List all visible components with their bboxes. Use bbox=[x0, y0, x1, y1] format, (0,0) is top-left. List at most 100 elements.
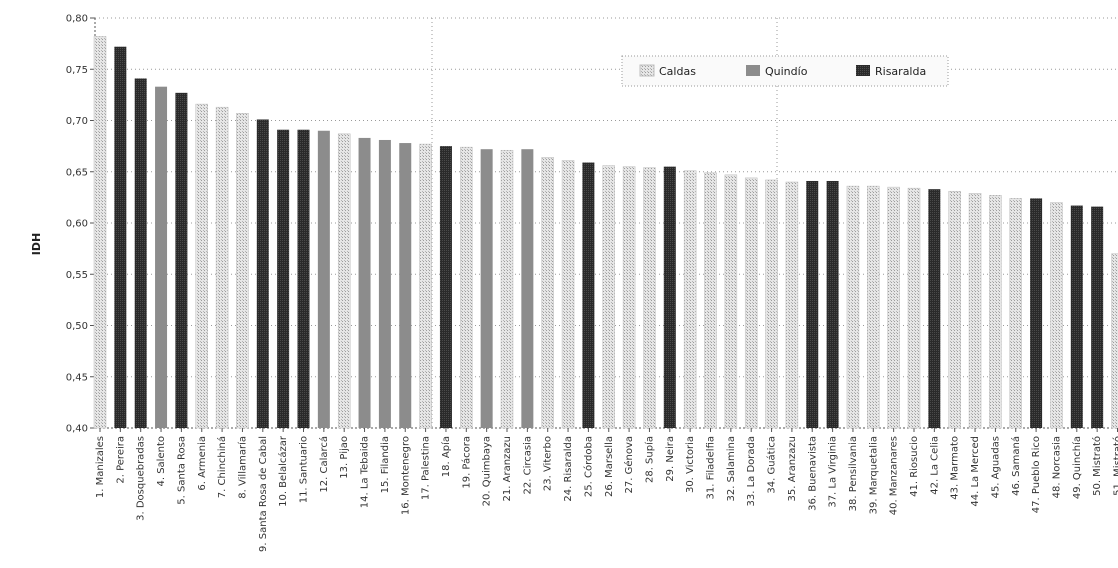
x-tick-label: 40. Manzanares bbox=[889, 436, 900, 515]
x-tick-label: 12. Calarcá bbox=[318, 436, 330, 493]
bar bbox=[1050, 202, 1063, 429]
x-tick-label: 32. Salamina bbox=[726, 436, 737, 501]
bar bbox=[887, 186, 900, 429]
x-tick-label: 47. Pueblo Rico bbox=[1031, 436, 1042, 513]
bar bbox=[175, 92, 188, 428]
bar bbox=[134, 78, 147, 428]
bar bbox=[297, 129, 310, 428]
y-tick-label: 0,45 bbox=[66, 372, 88, 383]
legend-label: Risaralda bbox=[875, 65, 926, 78]
bar bbox=[1030, 198, 1043, 428]
y-tick-label: 0,50 bbox=[66, 321, 88, 332]
x-tick-label: 21. Aranzazu bbox=[502, 436, 513, 501]
x-tick-label: 3. Dosquebradas bbox=[136, 436, 147, 521]
bar bbox=[521, 149, 534, 428]
y-tick-label: 0,55 bbox=[66, 270, 88, 281]
bar bbox=[439, 146, 452, 428]
bar bbox=[602, 165, 615, 429]
x-tick-label: 41. Riosucio bbox=[909, 436, 920, 497]
x-tick-label: 48. Norcasia bbox=[1051, 436, 1062, 498]
x-tick-label: 28. Supía bbox=[643, 436, 655, 483]
bar bbox=[907, 187, 921, 429]
x-tick-label: 45. Aguadas bbox=[990, 436, 1001, 498]
x-tick-label: 29. Neira bbox=[665, 436, 676, 482]
bar bbox=[378, 139, 391, 428]
x-tick-label: 46. Samaná bbox=[1010, 436, 1022, 496]
legend-box bbox=[621, 55, 949, 87]
y-tick-label: 0,65 bbox=[66, 167, 88, 178]
bar bbox=[989, 195, 1002, 429]
bar bbox=[337, 133, 351, 429]
x-tick-label: 44. La Merced bbox=[970, 436, 981, 507]
x-tick-label: 38. Pensilvania bbox=[848, 436, 859, 511]
legend: Caldas Quindío Risaralda bbox=[621, 55, 949, 87]
bar bbox=[826, 180, 839, 428]
bar bbox=[928, 189, 941, 428]
bar bbox=[948, 190, 961, 429]
x-tick-label: 42. La Celia bbox=[929, 436, 940, 495]
legend-swatch bbox=[639, 64, 655, 77]
bar bbox=[744, 177, 758, 429]
bar bbox=[663, 166, 676, 428]
x-tick-label: 49. Quinchía bbox=[1071, 436, 1083, 499]
bar bbox=[643, 167, 656, 429]
x-tick-label: 9. Santa Rosa de Cabal bbox=[258, 436, 269, 552]
legend-swatch bbox=[856, 65, 870, 76]
bar bbox=[480, 149, 493, 428]
x-tick-label: 23. Viterbo bbox=[543, 436, 554, 491]
x-tick-label: 14. La Tebaida bbox=[360, 436, 371, 508]
bar bbox=[256, 119, 269, 428]
bar bbox=[93, 36, 107, 429]
y-tick-label: 0,40 bbox=[66, 424, 88, 435]
bar bbox=[765, 179, 778, 429]
bar bbox=[1091, 206, 1104, 428]
x-tick-label: 37. La Virginia bbox=[828, 436, 839, 508]
bar bbox=[622, 166, 636, 429]
x-tick-label: 24. Risaralda bbox=[563, 436, 574, 502]
x-tick-label: 16. Montenegro bbox=[400, 436, 411, 515]
bar bbox=[114, 46, 127, 428]
x-tick-label: 25. Córdoba bbox=[582, 436, 594, 497]
category-labels: 1. Manizales 2. Pereira 3. Dosquebradas 4. … bbox=[95, 428, 1118, 552]
bar bbox=[1009, 198, 1022, 429]
x-tick-label: 15. Filandia bbox=[380, 436, 391, 493]
bar bbox=[155, 86, 168, 429]
x-tick-label: 34. Guática bbox=[766, 436, 778, 494]
bar bbox=[785, 181, 799, 429]
x-tick-label: 31. Filadelfia bbox=[706, 436, 717, 500]
bar bbox=[968, 193, 982, 429]
x-tick-label: 39. Marquetalia bbox=[868, 436, 879, 514]
x-tick-label: 35. Aranzazu bbox=[787, 436, 798, 501]
bar bbox=[806, 180, 819, 428]
x-tick-label: 43. Marmato bbox=[950, 436, 961, 500]
y-tick-label: 0,75 bbox=[66, 65, 88, 76]
bar bbox=[582, 162, 595, 428]
x-tick-label: 4. Salento bbox=[156, 436, 167, 487]
bar bbox=[358, 137, 371, 429]
legend-label: Caldas bbox=[659, 65, 696, 78]
legend-swatch bbox=[746, 65, 760, 76]
x-tick-label: 51. Mistrató bbox=[1112, 436, 1118, 496]
x-tick-label: 20. Quimbaya bbox=[482, 436, 493, 506]
bar bbox=[683, 170, 697, 429]
x-tick-label: 13. Pijao bbox=[339, 436, 350, 479]
x-tick-label: 27. Génova bbox=[623, 436, 635, 494]
bar bbox=[724, 174, 738, 429]
x-tick-label: 11. Santuario bbox=[299, 436, 310, 503]
y-tick-label: 0,80 bbox=[66, 14, 88, 25]
x-tick-label: 30. Victoria bbox=[685, 436, 696, 493]
y-tick-label: 0,70 bbox=[66, 116, 88, 127]
x-tick-label: 18. Apía bbox=[440, 436, 452, 477]
bar bbox=[317, 130, 330, 428]
x-tick-label: 8. Villamaría bbox=[236, 436, 248, 499]
bars bbox=[93, 36, 1118, 429]
bar bbox=[215, 106, 229, 429]
bar bbox=[1111, 253, 1118, 429]
y-axis-title: IDH bbox=[30, 233, 43, 255]
bar bbox=[277, 129, 290, 428]
x-tick-label: 33. La Dorada bbox=[746, 436, 757, 507]
bar bbox=[419, 143, 432, 429]
x-tick-label: 5. Santa Rosa bbox=[176, 436, 187, 505]
bar bbox=[867, 185, 880, 429]
